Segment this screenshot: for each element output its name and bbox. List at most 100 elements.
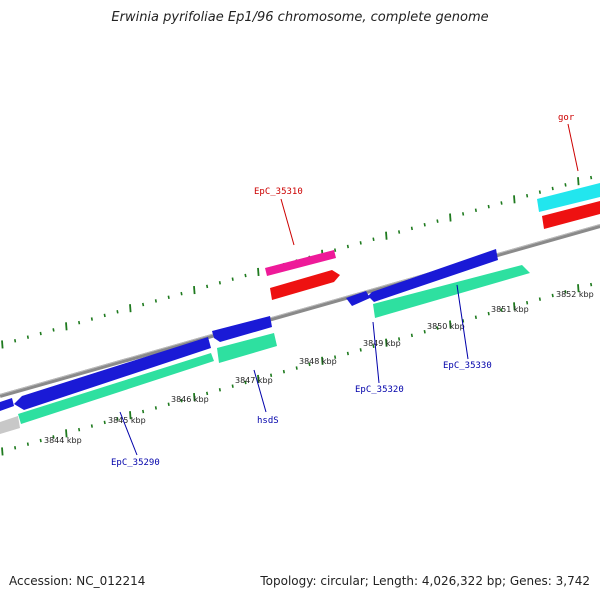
scale-tick (590, 175, 593, 180)
scale-tick (462, 319, 465, 323)
scale-tick (474, 208, 477, 212)
cds-epc-35310-red[interactable] (270, 270, 340, 300)
cds-blue-3[interactable] (212, 316, 272, 342)
scale-tick (564, 290, 567, 294)
scale-tick (116, 310, 119, 314)
cds-blue-4[interactable] (346, 291, 370, 306)
scale-tick (398, 230, 401, 234)
scale-tick (14, 446, 17, 450)
scale-tick (193, 285, 196, 295)
scale-tick (410, 333, 413, 338)
scale-tick (65, 429, 68, 438)
scale-tick (538, 190, 541, 194)
scale-tick (167, 402, 170, 407)
scale-label: 3849 kbp (363, 339, 401, 348)
scale-tick (231, 384, 234, 388)
gene-label-epc-35320[interactable]: EpC_35320 (355, 385, 404, 395)
genome-summary-text: Topology: circular; Length: 4,026,322 bp… (260, 574, 590, 588)
gene-label-epc-35290[interactable]: EpC_35290 (111, 458, 160, 468)
cds-blue-5[interactable] (368, 249, 498, 302)
scale-tick (231, 277, 234, 281)
scale-tick (372, 237, 375, 242)
scale-tick (282, 369, 285, 374)
scale-label: 3847 kbp (235, 376, 273, 385)
scale-tick (26, 442, 29, 446)
scale-tick (334, 355, 337, 359)
scale-tick (180, 291, 183, 296)
scale-tick (423, 330, 426, 334)
scale-tick (78, 427, 81, 432)
scale-tick (385, 338, 388, 347)
scale-tick (321, 356, 324, 365)
cds-epc-35310-pink[interactable] (265, 250, 336, 276)
scale-tick (334, 248, 337, 252)
scale-tick (372, 344, 375, 349)
cds-green-3[interactable] (373, 265, 530, 318)
cds-green-2[interactable] (217, 333, 277, 363)
scale-tick (551, 293, 554, 298)
scale-tick (295, 366, 298, 370)
scale-tick (206, 284, 209, 289)
scale-tick (526, 193, 529, 198)
cds-gray-1[interactable] (0, 416, 20, 434)
scale-tick (244, 273, 247, 278)
scale-tick (436, 326, 439, 330)
scale-tick (513, 195, 516, 204)
gene-label-epc-35330[interactable]: EpC_35330 (443, 361, 492, 371)
scale-tick (270, 373, 273, 378)
scale-labels: 3844 kbp 3845 kbp 3846 kbp 3847 kbp 3848… (44, 290, 594, 445)
gene-labels: EpC_35310 gor EpC_35290 hsdS EpC_35320 E… (111, 113, 575, 468)
cds-blue-2[interactable] (14, 337, 211, 410)
scale-tick (577, 177, 580, 186)
scale-tick (590, 282, 593, 287)
forward-strand-features (265, 183, 600, 300)
gene-label-hsds[interactable]: hsdS (257, 416, 279, 426)
scale-tick (154, 299, 157, 303)
cds-gor-red[interactable] (542, 201, 600, 229)
scale-tick (116, 417, 119, 421)
scale-tick (244, 380, 247, 385)
scale-tick (1, 447, 4, 456)
scale-tick (218, 388, 221, 392)
scale-tick (449, 320, 452, 329)
scale-tick (206, 391, 209, 396)
scale-tick (385, 231, 388, 240)
scale-tick (26, 335, 29, 339)
scale-tick (551, 186, 554, 191)
gene-label-epc-35310[interactable]: EpC_35310 (254, 187, 303, 197)
scale-tick (218, 281, 221, 285)
scale-tick (90, 317, 93, 321)
scale-tick (52, 435, 55, 439)
scale-label: 3844 kbp (44, 436, 82, 445)
scale-tick (500, 201, 503, 205)
scale-tick (142, 302, 145, 307)
scale-tick (65, 322, 68, 331)
scale-label: 3851 kbp (491, 305, 529, 314)
scale-tick (410, 226, 413, 231)
scale-tick (359, 241, 362, 245)
scale-tick (500, 308, 503, 312)
scale-tick (359, 348, 362, 352)
scale-label: 3852 kbp (556, 290, 594, 299)
scale-tick (474, 315, 477, 319)
scale-label: 3850 kbp (427, 322, 465, 331)
upper-tick-ring (1, 175, 593, 349)
gene-label-gor[interactable]: gor (558, 113, 575, 123)
scale-tick (52, 328, 55, 332)
scale-label: 3846 kbp (171, 395, 209, 404)
scale-tick (436, 219, 439, 223)
scale-tick (487, 204, 490, 209)
cds-gor-cyan[interactable] (537, 183, 600, 212)
lower-tick-ring (1, 282, 593, 456)
scale-tick (526, 300, 529, 305)
cds-green-1[interactable] (18, 353, 214, 424)
scale-tick (257, 374, 260, 383)
scale-tick (538, 297, 541, 301)
scale-tick (90, 424, 93, 428)
scale-tick (39, 438, 42, 443)
accession-text: Accession: NC_012214 (9, 574, 146, 588)
cds-blue-1[interactable] (0, 398, 14, 411)
scale-tick (103, 420, 106, 425)
scale-tick (257, 267, 260, 276)
